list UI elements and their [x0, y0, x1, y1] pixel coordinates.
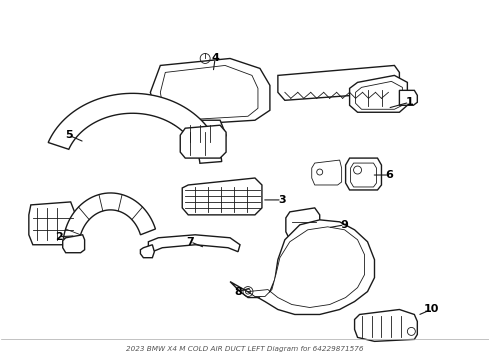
Polygon shape [399, 90, 417, 105]
Text: 8: 8 [234, 287, 242, 297]
Polygon shape [148, 235, 240, 252]
Polygon shape [278, 66, 399, 100]
Text: 6: 6 [386, 170, 393, 180]
Polygon shape [180, 125, 226, 158]
Polygon shape [345, 158, 382, 190]
Polygon shape [349, 75, 407, 112]
Polygon shape [48, 93, 222, 163]
Text: 5: 5 [65, 130, 73, 140]
Polygon shape [286, 208, 319, 240]
Polygon shape [63, 235, 85, 253]
Polygon shape [230, 220, 374, 315]
Polygon shape [182, 178, 262, 215]
Text: 1: 1 [406, 97, 413, 107]
Polygon shape [248, 227, 365, 307]
Polygon shape [355, 310, 417, 341]
Polygon shape [185, 120, 226, 145]
Text: 7: 7 [186, 237, 194, 247]
Polygon shape [150, 58, 270, 125]
Text: 10: 10 [423, 305, 439, 315]
Text: 4: 4 [211, 54, 219, 63]
Polygon shape [141, 245, 154, 258]
Polygon shape [63, 193, 155, 241]
Polygon shape [29, 202, 75, 245]
Text: 2: 2 [55, 232, 63, 242]
Text: 3: 3 [278, 195, 286, 205]
Text: 2023 BMW X4 M COLD AIR DUCT LEFT Diagram for 64229871576: 2023 BMW X4 M COLD AIR DUCT LEFT Diagram… [126, 346, 364, 352]
Text: 9: 9 [341, 220, 348, 230]
